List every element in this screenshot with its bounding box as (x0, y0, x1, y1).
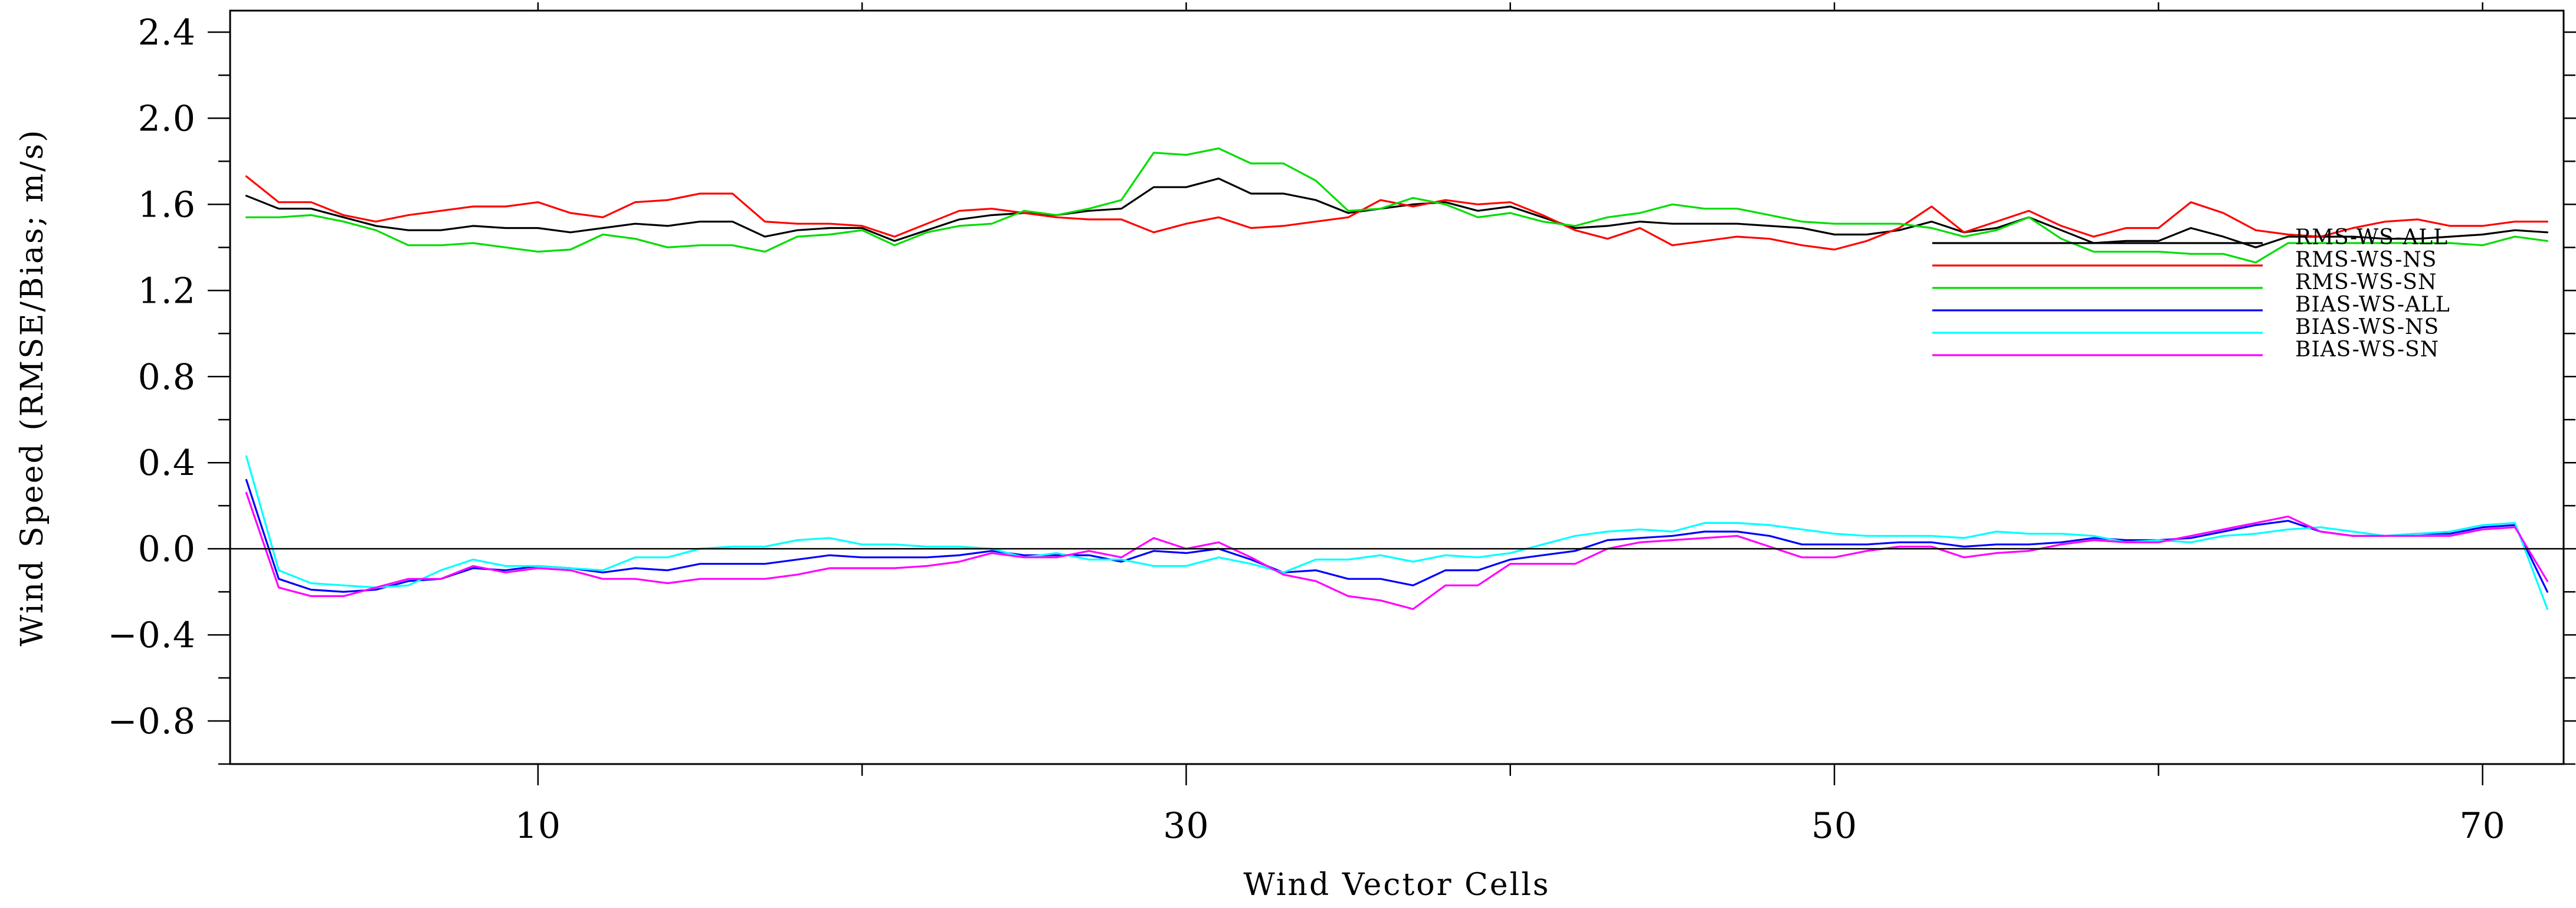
y-axis-ticks: −0.8 −0.4 0.0 0.4 0.8 1.2 1.6 2.0 2.4 (107, 12, 2576, 765)
y-tick-label: 0.0 (138, 529, 196, 570)
series-line-rms-ws-sn (245, 147, 2549, 264)
y-tick-label: −0.8 (107, 701, 196, 742)
x-tick-label: 70 (2459, 805, 2505, 847)
legend-label-bias-ws-all: BIAS-WS-ALL (2295, 293, 2450, 317)
legend-label-bias-ws-sn: BIAS-WS-SN (2295, 337, 2439, 362)
x-tick-label: 50 (1811, 805, 1857, 847)
y-tick-label: 0.4 (138, 442, 196, 484)
y-tick-label: −0.4 (107, 615, 196, 656)
legend-label-bias-ws-ns: BIAS-WS-NS (2295, 315, 2439, 339)
legend-label-rms-ws-all: RMS-WS-ALL (2295, 225, 2448, 250)
x-axis-ticks: 10 30 50 70 (515, 2, 2505, 847)
y-tick-label: 1.6 (138, 184, 196, 225)
y-tick-label: 2.4 (138, 12, 196, 53)
legend-label-rms-ws-sn: RMS-WS-SN (2295, 270, 2437, 294)
series-lines (245, 147, 2549, 610)
series-line-rms-ws-all (245, 178, 2549, 248)
y-axis-title: Wind Speed (RMSE/Bias; m/s) (15, 129, 50, 647)
series-line-bias-ws-sn (245, 491, 2549, 610)
legend: RMS-WS-ALLRMS-WS-NSRMS-WS-SNBIAS-WS-ALLB… (1932, 225, 2450, 362)
x-tick-label: 10 (515, 805, 561, 847)
y-tick-label: 1.2 (138, 270, 196, 312)
y-tick-label: 0.8 (138, 356, 196, 398)
plot-frame (229, 9, 2565, 765)
x-tick-label: 30 (1163, 805, 1209, 847)
y-tick-label: 2.0 (138, 98, 196, 139)
legend-label-rms-ws-ns: RMS-WS-NS (2295, 248, 2437, 272)
x-axis-title: Wind Vector Cells (1243, 867, 1550, 903)
